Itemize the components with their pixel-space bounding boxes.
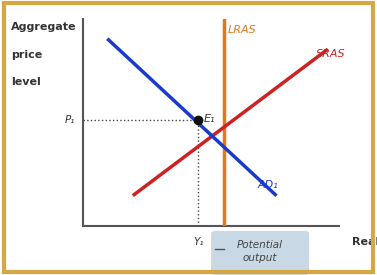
Text: Aggregate: Aggregate (11, 22, 77, 32)
Text: LRAS: LRAS (228, 26, 256, 35)
Text: Real GDP: Real GDP (352, 237, 377, 247)
Text: level: level (11, 77, 41, 87)
Text: SRAS: SRAS (316, 49, 346, 59)
Text: price: price (11, 50, 43, 59)
Text: AD₁: AD₁ (257, 180, 278, 190)
Text: Y₁: Y₁ (193, 237, 204, 247)
Text: Potential
output: Potential output (237, 240, 283, 263)
Text: P₁: P₁ (65, 115, 75, 125)
Text: Y$_P$: Y$_P$ (218, 237, 230, 251)
Text: E₁: E₁ (204, 114, 215, 124)
